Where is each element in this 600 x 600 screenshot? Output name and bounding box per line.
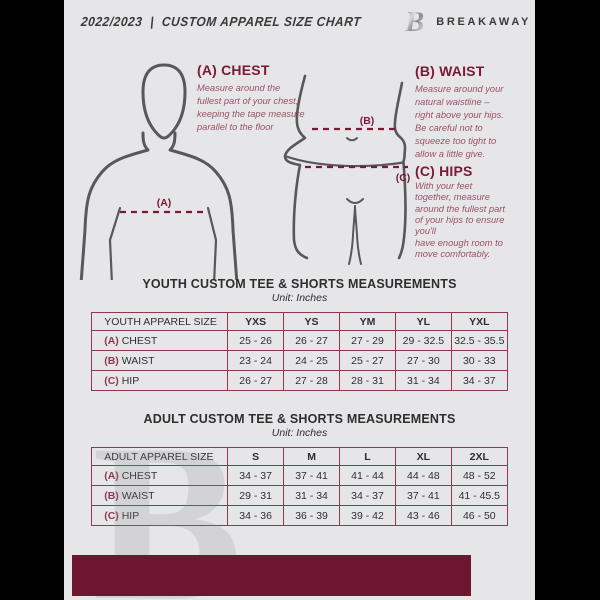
svg-text:(C): (C) (396, 172, 411, 184)
svg-text:(B): (B) (360, 115, 375, 127)
